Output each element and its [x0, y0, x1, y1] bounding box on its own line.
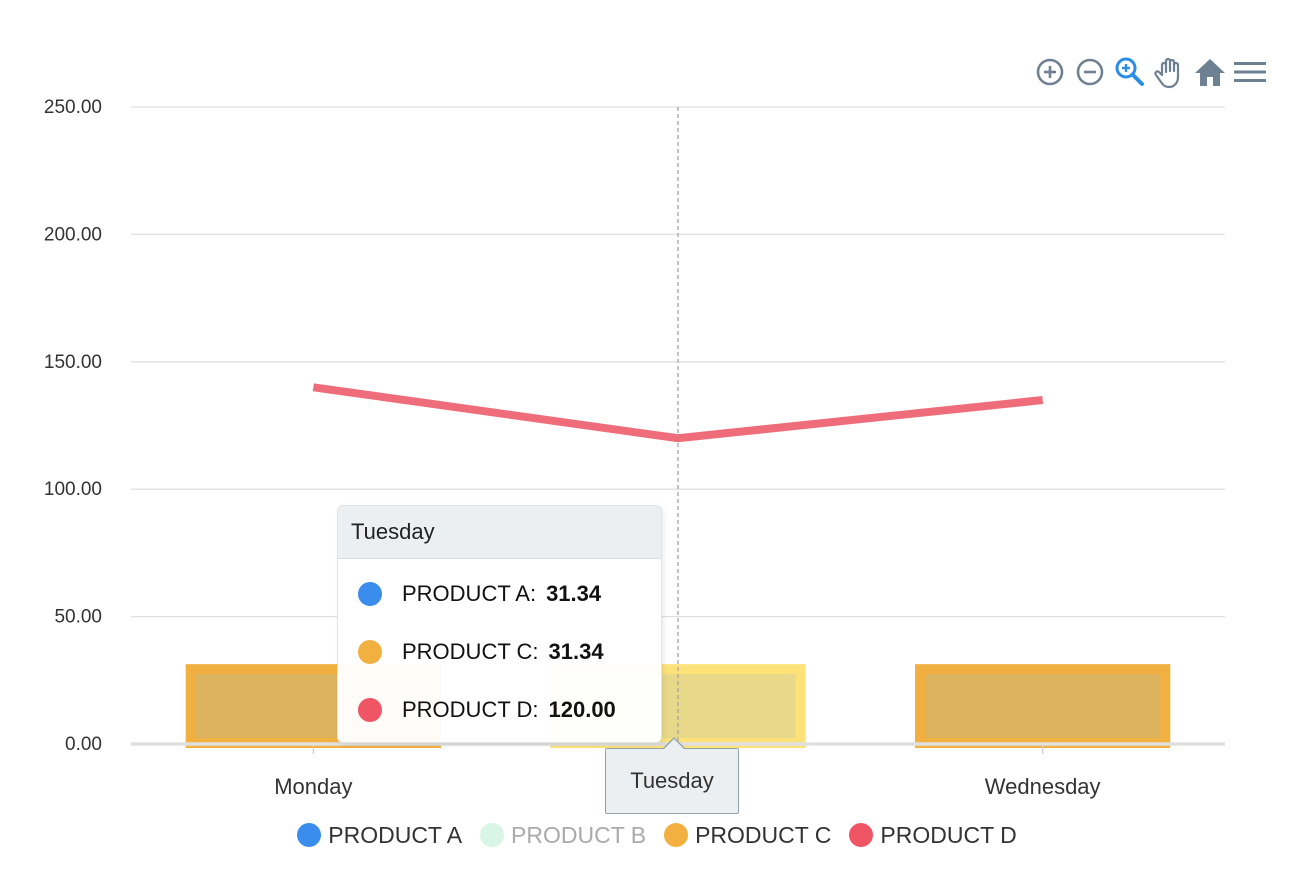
- legend-item-product-a[interactable]: PRODUCT A: [297, 822, 462, 849]
- series-marker-icon: [358, 640, 382, 664]
- tooltip-value: 120.00: [548, 697, 616, 722]
- legend-label: PRODUCT A: [328, 821, 463, 848]
- crosshair-x-label: Tuesday: [605, 748, 739, 814]
- y-tick-label: 200.00: [44, 224, 102, 245]
- y-axis-ticks: 0.00 50.00 100.00 150.00 200.00 250.00: [44, 97, 102, 755]
- legend-marker-icon: [480, 823, 505, 847]
- pan-icon[interactable]: [1150, 52, 1190, 92]
- legend-item-product-d[interactable]: PRODUCT D: [849, 821, 1017, 849]
- tooltip-label: PRODUCT D:: [402, 697, 539, 722]
- menu-icon[interactable]: [1230, 52, 1270, 92]
- crosshair-label-arrow-fill: [664, 739, 684, 749]
- legend-marker-icon: [664, 823, 689, 847]
- tooltip-value: 31.34: [546, 581, 602, 606]
- line-product-d: [312, 383, 1044, 443]
- legend-marker-icon: [849, 823, 874, 847]
- y-tick-label: 150.00: [44, 352, 102, 373]
- y-tick-label: 100.00: [44, 479, 102, 500]
- zoom-in-icon[interactable]: [1030, 52, 1070, 92]
- legend-label: PRODUCT C: [695, 821, 832, 848]
- legend-label: PRODUCT D: [880, 821, 1017, 848]
- chart-toolbar: [1030, 52, 1270, 92]
- zoom-out-icon[interactable]: [1070, 52, 1110, 92]
- series-marker-icon: [358, 698, 382, 722]
- tooltip: Tuesday PRODUCT A: 31.34 PRODUCT C: 31.3…: [337, 505, 662, 743]
- legend-item-product-b[interactable]: PRODUCT B: [480, 822, 646, 849]
- x-tick-label: Monday: [274, 774, 352, 799]
- legend-item-product-c[interactable]: PRODUCT C: [664, 822, 831, 849]
- tooltip-label: PRODUCT A:: [402, 581, 537, 606]
- y-tick-label: 0.00: [65, 734, 102, 755]
- tooltip-title: Tuesday: [338, 506, 661, 559]
- x-tick-label: Wednesday: [985, 774, 1101, 799]
- selection-zoom-icon[interactable]: [1110, 52, 1150, 92]
- y-tick-label: 250.00: [44, 97, 102, 118]
- tooltip-row: PRODUCT C: 31.34: [358, 637, 604, 667]
- tooltip-value: 31.34: [548, 639, 604, 664]
- tooltip-label: PRODUCT C:: [402, 639, 539, 664]
- legend-marker-icon: [297, 823, 322, 847]
- bar-product-a: [925, 674, 1161, 738]
- tooltip-row: PRODUCT D: 120.00: [358, 695, 616, 725]
- line-series: [312, 383, 1044, 443]
- series-marker-icon: [358, 582, 382, 606]
- legend-label: PRODUCT B: [511, 821, 647, 848]
- reset-home-icon[interactable]: [1190, 52, 1230, 92]
- legend: PRODUCT A PRODUCT B PRODUCT C PRODUCT D: [0, 815, 1314, 855]
- y-tick-label: 50.00: [54, 607, 102, 628]
- tooltip-row: PRODUCT A: 31.34: [358, 579, 601, 609]
